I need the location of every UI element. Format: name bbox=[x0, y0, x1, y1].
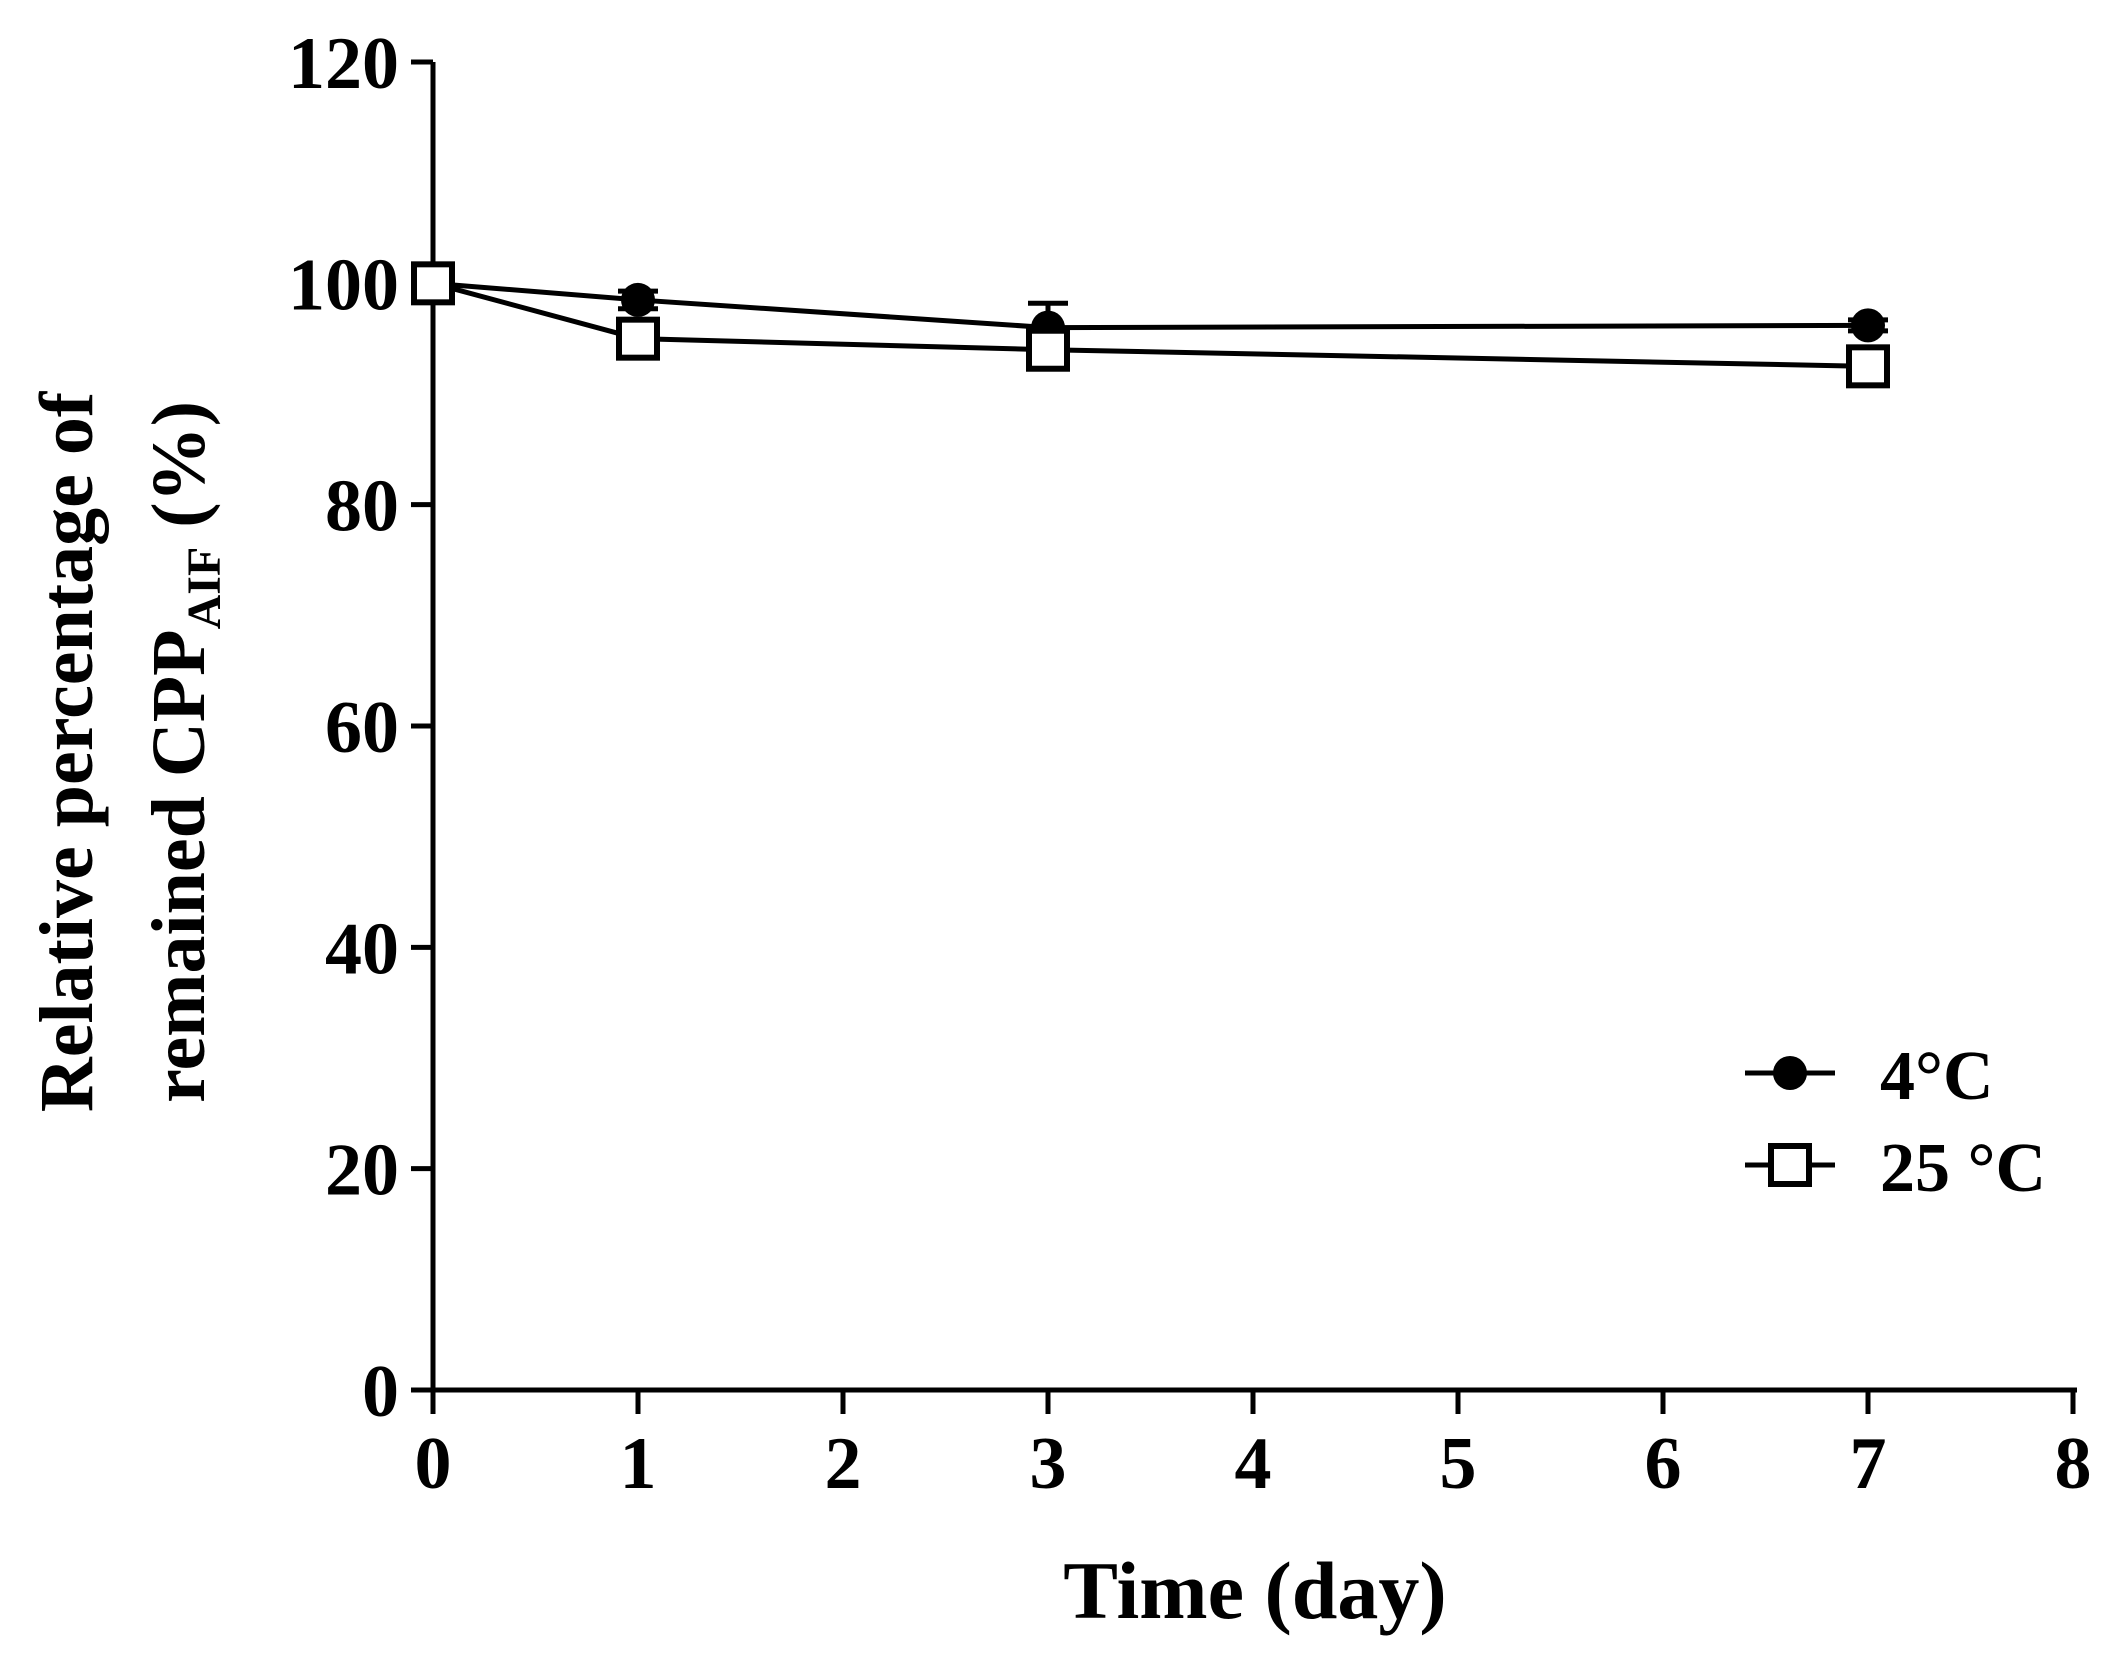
data-point bbox=[1851, 308, 1885, 343]
axes bbox=[430, 62, 2077, 1393]
y-axis-title-subscript: AIF bbox=[178, 547, 231, 630]
x-tick-label: 3 bbox=[1030, 1423, 1067, 1505]
legend-label-4c: 4°C bbox=[1880, 1038, 1994, 1115]
data-point bbox=[1846, 344, 1890, 389]
legend-item-4c: 4°C bbox=[1745, 1038, 1994, 1115]
y-tick-label: 100 bbox=[288, 244, 399, 326]
x-ticks: 0 1 2 3 4 5 6 7 8 bbox=[415, 1390, 2092, 1505]
y-axis-title: Relative percentage of remained CPPAIF (… bbox=[25, 390, 231, 1112]
data-point bbox=[411, 261, 455, 306]
y-tick-label: 60 bbox=[325, 687, 399, 769]
legend-marker-4c bbox=[1773, 1056, 1807, 1090]
legend: 4°C 25 °C bbox=[1745, 1038, 2046, 1207]
series-line bbox=[432, 280, 1869, 369]
series-line bbox=[432, 280, 1869, 331]
x-tick-label: 5 bbox=[1440, 1423, 1477, 1505]
x-tick-label: 8 bbox=[2055, 1423, 2092, 1505]
x-axis-title: Time (day) bbox=[1063, 1545, 1446, 1636]
y-axis-title-line1: Relative percentage of bbox=[25, 390, 109, 1112]
legend-label-25c: 25 °C bbox=[1880, 1130, 2046, 1207]
x-tick-label: 2 bbox=[825, 1423, 862, 1505]
x-tick-label: 0 bbox=[415, 1423, 452, 1505]
legend-marker-25c bbox=[1768, 1143, 1812, 1187]
data-point bbox=[621, 282, 655, 317]
y-axis-title-tail: (%) bbox=[137, 401, 221, 547]
x-tick-label: 1 bbox=[620, 1423, 657, 1505]
y-tick-label: 0 bbox=[362, 1351, 399, 1433]
series-layer bbox=[411, 261, 1890, 389]
y-axis-title-line2: remained CPPAIF (%) bbox=[137, 401, 231, 1103]
legend-item-25c: 25 °C bbox=[1745, 1130, 2046, 1207]
x-tick-label: 6 bbox=[1645, 1423, 1682, 1505]
data-point bbox=[616, 316, 660, 361]
y-tick-label: 80 bbox=[325, 466, 399, 548]
y-tick-label: 40 bbox=[325, 908, 399, 990]
y-ticks: 0 20 40 60 80 100 120 bbox=[288, 23, 433, 1433]
y-tick-label: 120 bbox=[288, 23, 399, 105]
y-axis-title-main: remained CPP bbox=[137, 629, 221, 1103]
y-tick-label: 20 bbox=[325, 1130, 399, 1212]
data-point bbox=[1026, 327, 1070, 372]
series-1 bbox=[411, 261, 1890, 389]
x-tick-label: 7 bbox=[1850, 1423, 1887, 1505]
x-tick-label: 4 bbox=[1235, 1423, 1272, 1505]
